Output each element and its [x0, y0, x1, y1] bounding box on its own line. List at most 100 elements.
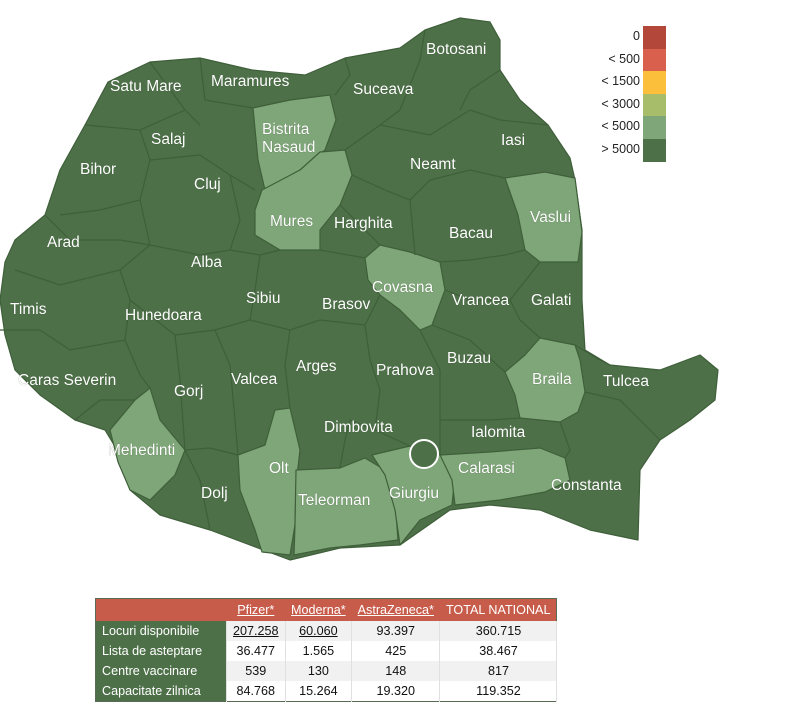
header-moderna-link[interactable]: Moderna*: [285, 598, 352, 621]
legend-row: > 5000: [572, 138, 672, 162]
label-bihor: Bihor: [80, 161, 116, 178]
cell-total: 360.715: [439, 621, 558, 641]
label-hunedoara: Hunedoara: [125, 307, 202, 324]
header-total-national: TOTAL NATIONAL: [439, 598, 557, 621]
legend-label: 0: [633, 29, 640, 43]
county-mures: [254, 149, 353, 251]
cell-pfizer-link[interactable]: 207.258: [226, 621, 286, 641]
label-giurgiu: Giurgiu: [389, 485, 439, 502]
legend-swatch: [643, 93, 666, 117]
cell-astrazeneca: 425: [351, 641, 441, 661]
vaccination-stats-table: Pfizer* Moderna* AstraZeneca* TOTAL NATI…: [95, 598, 558, 702]
label-teleorman: Teleorman: [298, 492, 370, 509]
cell-total: 119.352: [439, 681, 558, 702]
label-prahova: Prahova: [376, 362, 434, 379]
cell-moderna: 15.264: [285, 681, 353, 702]
legend-swatch: [643, 26, 666, 49]
label-olt: Olt: [269, 460, 290, 477]
label-tulcea: Tulcea: [603, 373, 649, 390]
label-buzau: Buzau: [447, 350, 491, 367]
legend-row: 0: [572, 26, 672, 49]
romania-county-map: Satu Mare Maramures Botosani Suceava Sal…: [0, 17, 719, 561]
label-constanta: Constanta: [551, 477, 622, 494]
legend-row: < 1500: [572, 71, 672, 94]
legend-label: < 500: [608, 51, 640, 66]
label-ialomita: Ialomita: [471, 424, 526, 441]
county-base: [0, 17, 719, 561]
label-vrancea: Vrancea: [452, 292, 510, 309]
row-label: Capacitate zilnica: [95, 681, 227, 702]
label-galati: Galati: [531, 292, 572, 309]
label-sibiu: Sibiu: [246, 290, 280, 307]
label-timis: Timis: [10, 301, 47, 318]
row-label: Lista de asteptare: [95, 641, 227, 661]
table-row: Capacitate zilnica 84.768 15.264 19.320 …: [95, 681, 558, 702]
label-gorj: Gorj: [174, 383, 203, 400]
legend-label: > 5000: [601, 141, 640, 156]
legend-label: < 3000: [601, 96, 640, 111]
cell-astrazeneca: 148: [351, 661, 441, 681]
label-alba: Alba: [191, 254, 222, 271]
county-teleorman: [293, 457, 399, 556]
header-pfizer-link[interactable]: Pfizer*: [226, 598, 286, 621]
label-covasna: Covasna: [372, 279, 434, 296]
row-label: Locuri disponibile: [95, 621, 227, 641]
label-arges: Arges: [296, 358, 337, 375]
header-astrazeneca-link[interactable]: AstraZeneca*: [351, 598, 440, 621]
label-brasov: Brasov: [322, 296, 370, 313]
label-bacau: Bacau: [449, 225, 493, 242]
legend-swatch: [643, 138, 666, 162]
label-caras-severin: Caras Severin: [18, 372, 116, 389]
legend-swatch: [643, 48, 666, 72]
table-row: Centre vaccinare 539 130 148 817: [95, 661, 558, 681]
county-calarasi: [439, 447, 571, 506]
label-botosani: Botosani: [426, 41, 486, 58]
legend-label: < 5000: [601, 119, 640, 133]
legend-label: < 1500: [601, 74, 640, 88]
table-header-row: Pfizer* Moderna* AstraZeneca* TOTAL NATI…: [95, 598, 557, 621]
county-borders: [0, 29, 661, 531]
label-maramures: Maramures: [211, 73, 290, 90]
row-label: Centre vaccinare: [95, 661, 227, 681]
county-vaslui: [504, 171, 583, 263]
label-neamt: Neamt: [410, 156, 456, 173]
label-calarasi: Calarasi: [458, 460, 515, 477]
cell-pfizer: 539: [226, 661, 286, 681]
cell-total: 38.467: [439, 641, 558, 661]
cell-moderna: 130: [285, 661, 353, 681]
label-valcea: Valcea: [231, 371, 278, 388]
label-satu-mare: Satu Mare: [110, 78, 182, 95]
label-braila: Braila: [532, 371, 572, 388]
county-labels: Satu Mare Maramures Botosani Suceava Sal…: [10, 41, 650, 510]
table-row: Locuri disponibile 207.258 60.060 93.397…: [95, 621, 558, 641]
legend-row: < 500: [572, 48, 672, 72]
legend-swatch: [643, 71, 666, 94]
label-suceava: Suceava: [353, 81, 414, 98]
cell-pfizer: 84.768: [226, 681, 286, 702]
cell-astrazeneca: 93.397: [351, 621, 441, 641]
legend: 0 < 500 < 1500 < 3000 < 5000 > 5000: [572, 26, 672, 162]
cell-astrazeneca: 19.320: [351, 681, 441, 702]
label-vaslui: Vaslui: [530, 209, 571, 226]
legend-row: < 5000: [572, 116, 672, 139]
label-dolj: Dolj: [201, 485, 228, 502]
legend-row: < 3000: [572, 93, 672, 117]
label-dimbovita: Dimbovita: [324, 419, 393, 436]
label-iasi: Iasi: [501, 132, 525, 149]
cell-moderna: 1.565: [285, 641, 353, 661]
table-row: Lista de asteptare 36.477 1.565 425 38.4…: [95, 641, 558, 661]
label-bistrita: Bistrita: [262, 121, 310, 138]
label-nasaud: Nasaud: [262, 139, 315, 156]
label-salaj: Salaj: [151, 131, 185, 148]
county-mehedinti: [109, 387, 186, 501]
label-mehedinti: Mehedinti: [108, 442, 175, 459]
bucharest-marker[interactable]: [409, 439, 439, 469]
county-bistrita-nasaud: [252, 94, 337, 191]
cell-moderna-link[interactable]: 60.060: [285, 621, 353, 641]
cell-pfizer: 36.477: [226, 641, 286, 661]
legend-swatch: [643, 116, 666, 139]
label-arad: Arad: [47, 234, 80, 251]
table-corner: [95, 598, 227, 621]
label-mures: Mures: [270, 213, 313, 230]
label-harghita: Harghita: [334, 215, 393, 232]
